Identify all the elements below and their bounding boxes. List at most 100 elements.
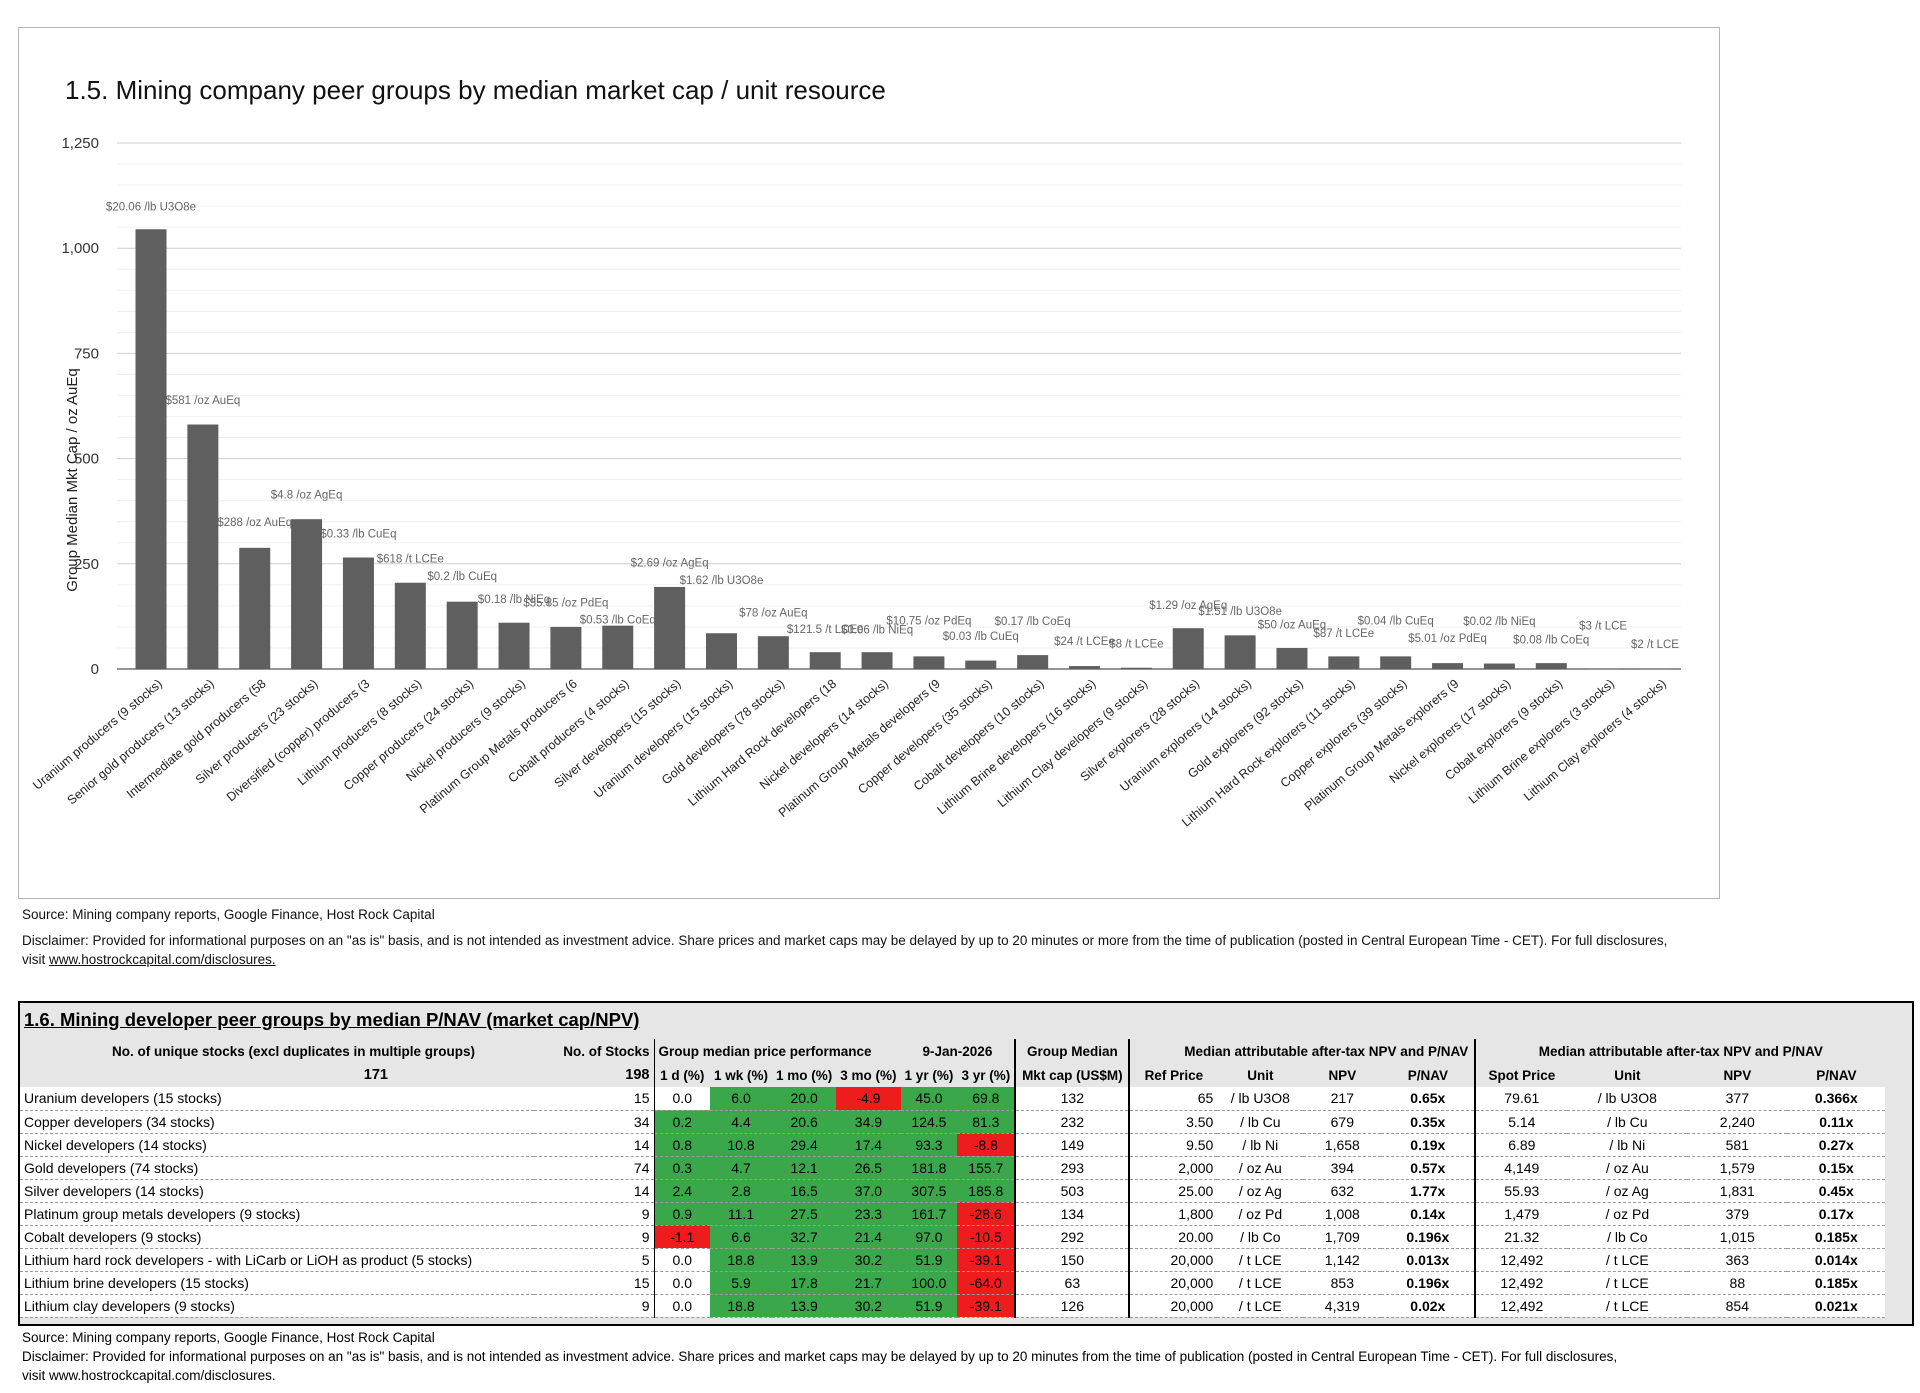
row-1wk: 11.1 [710,1202,773,1226]
row-3yr: -39.1 [957,1248,1017,1272]
row-nstocks: 14 [534,1133,655,1157]
bar [1587,668,1619,670]
row-3yr: -8.8 [957,1133,1017,1157]
row-3mo: 30.2 [836,1294,901,1318]
bar [1224,635,1256,669]
row-pnav: 0.013x [1381,1248,1477,1272]
y-axis-label: Group Median Mkt Cap / oz AuEq [64,368,81,591]
bar [1276,647,1308,669]
bar [757,636,789,669]
row-1wk: 5.9 [710,1271,773,1295]
row-name: Platinum group metals developers (9 stoc… [20,1202,534,1226]
row-unit2: / lb Co [1567,1225,1688,1249]
data-label: $0.18 /lb NiEq [478,594,550,606]
row-name: Nickel developers (14 stocks) [20,1133,534,1157]
row-unit2: / t LCE [1567,1248,1688,1272]
row-1wk: 18.8 [710,1294,773,1318]
col-3mo: 3 mo (%) [840,1067,897,1083]
row-unit: / t LCE [1217,1271,1304,1295]
row-1wk: 18.8 [710,1248,773,1272]
col-unit2: Unit [1614,1067,1641,1083]
row-mktcap: 232 [1015,1110,1131,1134]
row-nstocks: 9 [534,1294,655,1318]
bar [550,626,582,669]
row-pnav2: 0.014x [1787,1248,1886,1272]
chart-title: 1.5. Mining company peer groups by media… [65,75,886,105]
hdr-npv-spot: Median attributable after-tax NPV and P/… [1538,1043,1823,1059]
row-name: Lithium hard rock developers - with LiCa… [20,1248,534,1272]
data-label: $0.03 /lb CuEq [943,631,1019,643]
data-label: $1.29 /oz AgEq [1149,600,1227,612]
row-refprice: 20,000 [1129,1248,1218,1272]
row-1yr: 161.7 [900,1202,958,1226]
chart-disclaimer: Disclaimer: Provided for informational p… [22,931,1742,969]
row-unit: / oz Pd [1217,1202,1304,1226]
row-nstocks: 5 [534,1248,655,1272]
bar [394,582,426,669]
data-label: $2 /t LCE [1631,639,1679,651]
row-refprice: 3.50 [1129,1110,1218,1134]
row-pnav: 0.19x [1381,1133,1477,1157]
row-unit: / t LCE [1217,1248,1304,1272]
table-row: Silver developers (14 stocks) 14 2.4 2.8 16.… [20,1179,1886,1203]
y-tick-label: 500 [74,451,99,468]
gridlines [117,142,1681,670]
row-unit: / t LCE [1217,1294,1304,1318]
row-1d: 0.8 [654,1133,710,1157]
row-pnav: 1.77x [1381,1179,1477,1203]
row-pnav2: 0.17x [1787,1202,1886,1226]
row-refprice: 20,000 [1129,1271,1218,1295]
bar [291,519,323,669]
y-tick-label: 1,250 [61,135,99,152]
row-npv: 1,008 [1303,1202,1382,1226]
row-pnav: 0.57x [1381,1156,1477,1180]
row-1d: 0.0 [654,1271,710,1295]
data-label: $581 /oz AuEq [165,395,240,407]
row-3mo: 23.3 [836,1202,901,1226]
bar [342,557,374,669]
row-pnav: 0.196x [1381,1225,1477,1249]
row-unit2: / lb Ni [1567,1133,1688,1157]
row-nstocks: 15 [534,1271,655,1295]
table-source: Source: Mining company reports, Google F… [22,1330,435,1345]
hdr-unique: No. of unique stocks (excl duplicates in… [112,1043,476,1059]
row-refprice: 2,000 [1129,1156,1218,1180]
row-mktcap: 293 [1015,1156,1131,1180]
data-label: $0.33 /lb CuEq [320,529,396,541]
row-1d: 0.0 [654,1248,710,1272]
row-unit2: / oz Pd [1567,1202,1688,1226]
disclosures-link[interactable]: www.hostrockcapital.com/disclosures. [49,952,276,967]
col-1wk: 1 wk (%) [714,1067,769,1083]
bar [861,652,893,669]
row-name: Silver developers (14 stocks) [20,1179,534,1203]
row-1d: 0.0 [654,1087,710,1111]
y-tick-label: 1,000 [61,240,99,257]
bar [1120,667,1152,669]
table-row: Nickel developers (14 stocks) 14 0.8 10.8 29… [20,1133,1886,1157]
row-npv: 4,319 [1303,1294,1382,1318]
row-1yr: 124.5 [900,1110,958,1134]
row-name: Uranium developers (15 stocks) [20,1087,534,1111]
row-refprice: 20.00 [1129,1225,1218,1249]
row-unit2: / t LCE [1567,1294,1688,1318]
x-axis-ticks: Uranium producers (9 stocks)Senior gold … [30,677,1669,830]
table-header-row-1: No. of unique stocks (excl duplicates in… [20,1039,1885,1063]
row-pnav: 0.02x [1381,1294,1477,1318]
col-npv: NPV [1328,1067,1357,1083]
bar [446,601,478,669]
col-spot: Spot Price [1488,1067,1556,1083]
table-row: Lithium clay developers (9 stocks) 9 0.0 18… [20,1294,1886,1318]
row-1d: 0.0 [654,1294,710,1318]
row-pnav2: 0.11x [1787,1110,1886,1134]
bar [1328,656,1360,669]
row-npv: 1,658 [1303,1133,1382,1157]
hdr-nstocks: No. of Stocks [534,1039,655,1063]
row-mktcap: 149 [1015,1133,1131,1157]
col-pnav2: P/NAV [1816,1067,1857,1083]
bar [1380,656,1412,669]
row-mktcap: 503 [1015,1179,1131,1203]
row-unit2: / oz Ag [1567,1179,1688,1203]
row-npv2: 363 [1687,1248,1788,1272]
table-disclaimer-link[interactable]: visit www.hostrockcapital.com/disclosure… [22,1368,276,1383]
row-npv: 679 [1303,1110,1382,1134]
